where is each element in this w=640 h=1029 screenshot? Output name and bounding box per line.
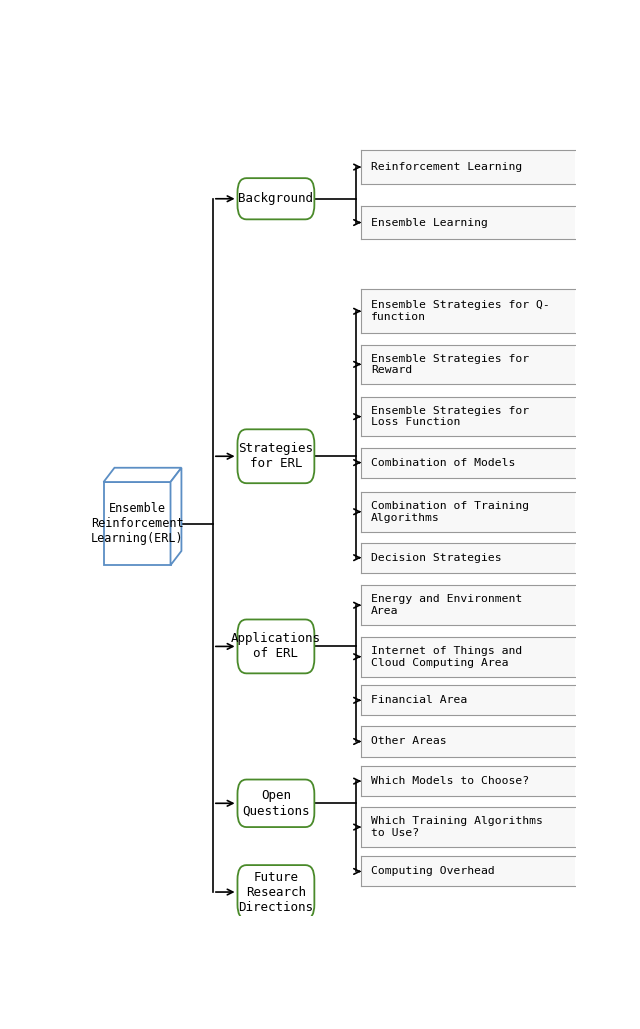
Text: Ensemble Strategies for Q-
function: Ensemble Strategies for Q- function: [371, 300, 550, 322]
Text: Energy and Environment
Area: Energy and Environment Area: [371, 595, 522, 616]
Text: Which Training Algorithms
to Use?: Which Training Algorithms to Use?: [371, 816, 543, 838]
Text: Combination of Models: Combination of Models: [371, 458, 516, 467]
Bar: [361, 856, 575, 887]
FancyBboxPatch shape: [237, 865, 314, 919]
Text: Computing Overhead: Computing Overhead: [371, 866, 495, 877]
Bar: [361, 150, 575, 184]
Text: Ensemble Learning: Ensemble Learning: [371, 217, 488, 227]
Text: Background: Background: [239, 192, 314, 205]
Text: Financial Area: Financial Area: [371, 696, 467, 705]
FancyBboxPatch shape: [237, 619, 314, 673]
Bar: [361, 492, 575, 532]
Bar: [361, 542, 575, 573]
Bar: [361, 766, 575, 796]
Polygon shape: [170, 468, 181, 565]
Text: Other Areas: Other Areas: [371, 737, 447, 746]
Text: Combination of Training
Algorithms: Combination of Training Algorithms: [371, 501, 529, 523]
Bar: [361, 637, 575, 676]
Bar: [361, 206, 575, 239]
Bar: [361, 345, 575, 384]
Bar: [361, 397, 575, 436]
Text: Future
Research
Directions: Future Research Directions: [239, 871, 314, 914]
Bar: [361, 808, 575, 847]
FancyBboxPatch shape: [237, 429, 314, 484]
Bar: [361, 289, 575, 333]
Bar: [361, 448, 575, 477]
Text: Open
Questions: Open Questions: [242, 789, 310, 817]
Polygon shape: [104, 468, 181, 482]
Text: Ensemble
Reinforcement
Learning(ERL): Ensemble Reinforcement Learning(ERL): [91, 502, 183, 545]
Bar: [361, 726, 575, 756]
Text: Reinforcement Learning: Reinforcement Learning: [371, 162, 522, 172]
Bar: [361, 685, 575, 715]
Text: Decision Strategies: Decision Strategies: [371, 553, 502, 563]
Text: Internet of Things and
Cloud Computing Area: Internet of Things and Cloud Computing A…: [371, 646, 522, 668]
Text: Which Models to Choose?: Which Models to Choose?: [371, 776, 529, 786]
Text: Ensemble Strategies for
Loss Function: Ensemble Strategies for Loss Function: [371, 405, 529, 427]
Text: Applications
of ERL: Applications of ERL: [231, 633, 321, 661]
FancyBboxPatch shape: [237, 178, 314, 219]
Bar: [361, 586, 575, 625]
FancyBboxPatch shape: [237, 780, 314, 827]
Text: Ensemble Strategies for
Reward: Ensemble Strategies for Reward: [371, 354, 529, 376]
Polygon shape: [104, 482, 170, 565]
Text: Strategies
for ERL: Strategies for ERL: [239, 442, 314, 470]
